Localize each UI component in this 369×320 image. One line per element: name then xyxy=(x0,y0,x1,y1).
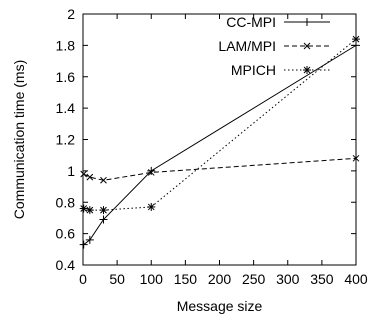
series-line xyxy=(83,38,357,211)
data-point xyxy=(147,169,155,176)
y-tick-label: 0.4 xyxy=(56,257,76,273)
y-tick-label: 1.8 xyxy=(56,37,76,53)
legend: CC-MPI LAM/MPI MPICH xyxy=(218,14,330,78)
axis-ticks: 0 50 100 150 200 250 300 350 400 0.4 0.6 0.8 1 1.2 1.4… xyxy=(56,6,368,287)
series-0 xyxy=(79,41,360,249)
x-tick-label: 350 xyxy=(310,271,334,287)
legend-marker xyxy=(303,66,311,74)
x-tick-label: 200 xyxy=(208,271,232,287)
data-point xyxy=(80,170,88,178)
x-tick-label: 250 xyxy=(242,271,266,287)
y-axis-label: Communication time (ms) xyxy=(11,60,27,219)
x-tick-label: 50 xyxy=(109,271,125,287)
data-point xyxy=(86,173,94,181)
data-point xyxy=(85,235,94,244)
series-line xyxy=(83,44,357,246)
legend-label: CC-MPI xyxy=(226,14,276,30)
x-tick-label: 300 xyxy=(276,271,300,287)
y-tick-label: 2 xyxy=(67,6,75,22)
y-tick-label: 1.4 xyxy=(56,100,76,116)
series-line xyxy=(83,157,357,181)
data-point xyxy=(352,35,360,44)
x-axis-label: Message size xyxy=(177,298,263,314)
legend-marker xyxy=(303,18,311,26)
series-layer xyxy=(79,35,360,249)
x-tick-label: 100 xyxy=(140,271,164,287)
data-point xyxy=(352,154,360,162)
data-point xyxy=(147,166,156,175)
y-tick-label: 0.6 xyxy=(56,226,76,242)
data-point xyxy=(79,240,88,249)
x-tick-label: 0 xyxy=(79,271,87,287)
data-point xyxy=(85,206,94,215)
data-point xyxy=(100,176,107,184)
y-tick-label: 1 xyxy=(67,163,75,179)
legend-marker xyxy=(303,42,311,50)
data-point xyxy=(99,206,108,215)
x-tick-label: 150 xyxy=(174,271,198,287)
legend-label: LAM/MPI xyxy=(218,38,276,54)
y-tick-label: 1.6 xyxy=(56,69,76,85)
data-point xyxy=(147,202,156,211)
y-tick-label: 0.8 xyxy=(56,194,76,210)
data-point xyxy=(79,204,88,213)
y-tick-label: 1.2 xyxy=(56,132,76,148)
series-2 xyxy=(79,35,360,215)
data-point xyxy=(99,215,108,224)
legend-label: MPICH xyxy=(231,62,276,78)
series-1 xyxy=(80,154,360,184)
x-tick-label: 400 xyxy=(344,271,368,287)
